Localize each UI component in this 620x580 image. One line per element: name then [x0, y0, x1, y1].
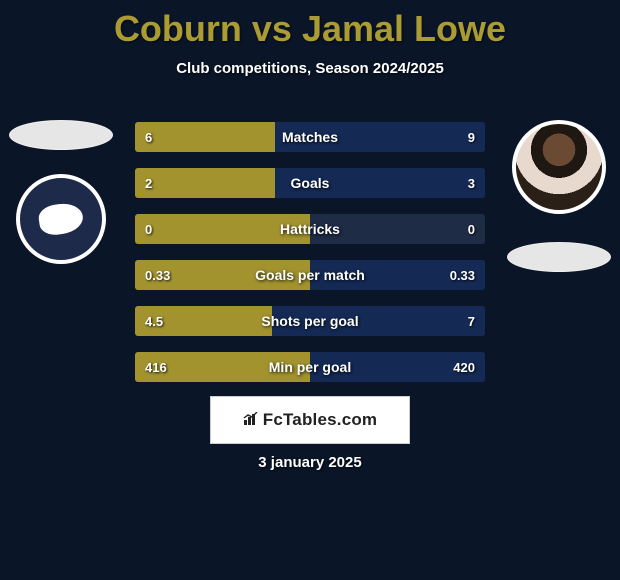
stat-label: Goals per match	[135, 267, 485, 283]
left-club-badge-icon	[16, 174, 106, 264]
right-player-panel	[504, 120, 614, 272]
page-title: Coburn vs Jamal Lowe	[0, 0, 620, 50]
stat-label: Hattricks	[135, 221, 485, 237]
stat-label: Min per goal	[135, 359, 485, 375]
site-logo-label: FcTables.com	[263, 410, 378, 429]
right-club-badge-icon	[507, 242, 611, 272]
left-player-avatar	[9, 120, 113, 150]
stat-row: 4.57Shots per goal	[135, 306, 485, 336]
comparison-bars: 69Matches 23Goals 00Hattricks 0.330.33Goals…	[135, 122, 485, 398]
stat-label: Shots per goal	[135, 313, 485, 329]
date-text: 3 january 2025	[0, 454, 620, 471]
left-player-panel	[6, 120, 116, 264]
stat-row: 23Goals	[135, 168, 485, 198]
right-player-avatar	[512, 120, 606, 214]
stat-row: 69Matches	[135, 122, 485, 152]
stat-row: 416420Min per goal	[135, 352, 485, 382]
chart-icon	[243, 412, 259, 430]
site-logo: FcTables.com	[210, 396, 410, 444]
subtitle: Club competitions, Season 2024/2025	[0, 60, 620, 77]
stat-label: Goals	[135, 175, 485, 191]
stat-label: Matches	[135, 129, 485, 145]
stat-row: 0.330.33Goals per match	[135, 260, 485, 290]
stat-row: 00Hattricks	[135, 214, 485, 244]
site-logo-text: FcTables.com	[243, 410, 378, 430]
